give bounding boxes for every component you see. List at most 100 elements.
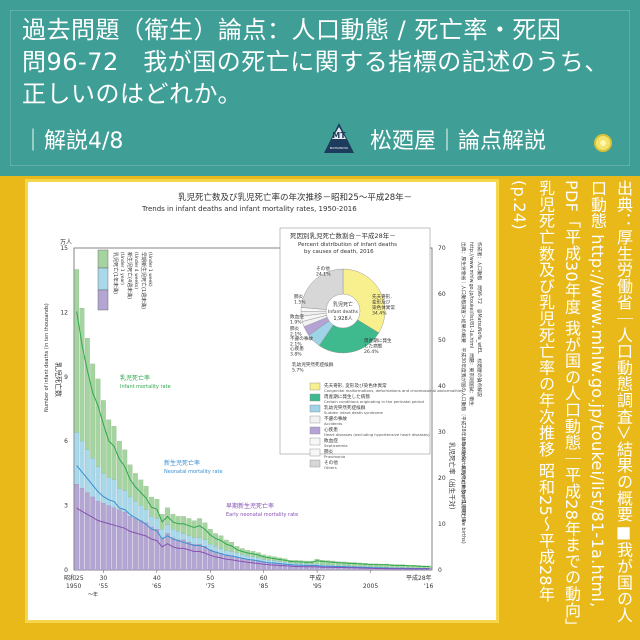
stack-legend-3: 早期新生児死亡(1週未満) [140, 252, 147, 309]
bar-infant [79, 308, 85, 442]
pie-legend-label-en: Others [324, 465, 337, 470]
pie-legend-label-en: Congenital malformations, deformations a… [324, 388, 463, 393]
bar-infant [223, 539, 229, 551]
bar-early-neonatal [218, 553, 224, 571]
chart-title-en: Trends in infant deaths and infant morta… [141, 205, 357, 213]
y-right-tick: 30 [438, 429, 446, 436]
stack-legend-3-en: (Under 1 week) [147, 252, 153, 287]
bar-early-neonatal [74, 484, 80, 571]
bar-infant [191, 520, 197, 538]
y-left-label: 乳児死亡数 [54, 362, 63, 397]
bar-early-neonatal [117, 509, 122, 571]
pie-label: 34.4% [372, 311, 387, 317]
bar-early-neonatal [186, 541, 192, 571]
imr-label: 乳児死亡率 [120, 374, 150, 382]
bar-infant [84, 338, 90, 450]
stack-legend: 乳児死亡(1年未満) (Under 1 year) 新生児死亡(4週未満) (U… [97, 249, 153, 311]
bar-early-neonatal [111, 507, 117, 571]
x-tick-year: '55 [99, 583, 108, 590]
pie-legend-swatch [309, 404, 321, 413]
y-right-tick: 40 [438, 383, 446, 390]
bar-neonatal [181, 533, 186, 541]
pie-legend-label: 敗血症 [324, 437, 338, 444]
bar-neonatal [197, 537, 202, 545]
bar-early-neonatal [175, 539, 181, 571]
x-year-end: '16 [424, 583, 433, 590]
pie-label: 心疾患 [290, 345, 304, 352]
x-tick-year: '95 [312, 583, 321, 590]
brand-label: 松廼屋｜論点解説 [370, 129, 547, 154]
y-right-label-en: Infant mortality rate (per 1,000 live bi… [460, 437, 466, 544]
bar-neonatal [84, 449, 90, 493]
bar-neonatal [74, 432, 80, 485]
pie-title-ja: 死因別乳児死亡数割合－平成28年－ [290, 231, 396, 240]
y-right-tick: 20 [438, 475, 446, 482]
pie-legend-swatch [309, 393, 321, 402]
y-right-tick: 60 [438, 291, 446, 298]
bar-early-neonatal [309, 565, 315, 571]
bar-early-neonatal [272, 563, 277, 571]
bar-neonatal [186, 535, 192, 543]
stack-legend-1-en: (Under 1 year) [119, 252, 125, 285]
pie-title-en-2: by causes of death, 2016 [304, 249, 374, 255]
bar-early-neonatal [250, 560, 256, 571]
bar-neonatal [101, 473, 106, 504]
y-right-tick: 50 [438, 337, 446, 344]
bar-early-neonatal [282, 564, 288, 571]
bar-early-neonatal [245, 559, 251, 571]
bar-neonatal [90, 458, 96, 498]
bar-early-neonatal [304, 565, 309, 571]
bar-infant [341, 561, 347, 566]
y-left-tick: 9 [64, 374, 68, 381]
bar-infant [117, 441, 122, 489]
bar-early-neonatal [133, 518, 138, 571]
bar-neonatal [95, 466, 101, 502]
bar-early-neonatal [255, 560, 261, 571]
side-note-1: 出典：厚生労働省｜人口動態調査＞結果の概要 平成30年度我が国の人口動態（平成2… [460, 242, 467, 523]
x-era-end: 平成28年 [406, 574, 432, 582]
y-right-label: 乳児死亡率（出生千対） [448, 442, 457, 514]
bar-early-neonatal [138, 520, 144, 571]
bar-early-neonatal [159, 537, 165, 571]
pie-center-value: 1,928人 [333, 316, 352, 322]
bar-early-neonatal [191, 544, 197, 571]
enmr-label-en: Early neonatal mortality rate [226, 512, 298, 518]
bar-infant [111, 426, 117, 480]
pie-legend-swatch [309, 437, 321, 446]
pie-label: 不慮の事故 [290, 335, 313, 342]
bar-early-neonatal [149, 526, 154, 571]
bar-early-neonatal [154, 529, 160, 571]
bar-neonatal [218, 548, 224, 554]
pie-legend-label: 心疾患 [324, 426, 338, 433]
pie-legend-label-en: Sudden infant death syndrome [324, 410, 384, 415]
bar-early-neonatal [170, 537, 176, 571]
bar-early-neonatal [90, 496, 96, 571]
side-note-3: 作成者：人口動態 問96-72 @MatsuNoYa_wtEL 松廼屋の論点解説 [476, 242, 483, 397]
pie-label: 先天奇形, [372, 293, 392, 300]
x-tick-year: '75 [206, 583, 215, 590]
bar-early-neonatal [181, 539, 186, 571]
header-banner [0, 0, 640, 176]
bar-infant [101, 400, 106, 474]
bar-early-neonatal [207, 549, 213, 571]
bar-early-neonatal [165, 533, 170, 571]
bar-neonatal [202, 539, 208, 547]
pie-label: 敗血症 [290, 313, 304, 320]
pie-label: 26.4% [364, 349, 379, 355]
bar-early-neonatal [229, 555, 234, 571]
y-left-tick: 6 [64, 438, 68, 445]
bar-neonatal [175, 531, 181, 541]
logo-subtext: MATSUNOYA [330, 146, 349, 150]
enmr-label: 早期新生児死亡率 [226, 502, 274, 510]
pie-legend-swatch [309, 426, 321, 435]
x-tick-era: 30 [100, 575, 108, 582]
pie-legend-swatch [309, 415, 321, 424]
pie-title-en-1: Percent distribution of infant deaths [298, 242, 397, 248]
pie-label: 1.9% [290, 320, 302, 326]
y-right-tick: 10 [438, 521, 446, 528]
pie-legend-swatch [309, 382, 321, 391]
pie-slice [318, 310, 380, 354]
x-tick-year: '65 [152, 583, 161, 590]
bar-series [74, 269, 432, 571]
